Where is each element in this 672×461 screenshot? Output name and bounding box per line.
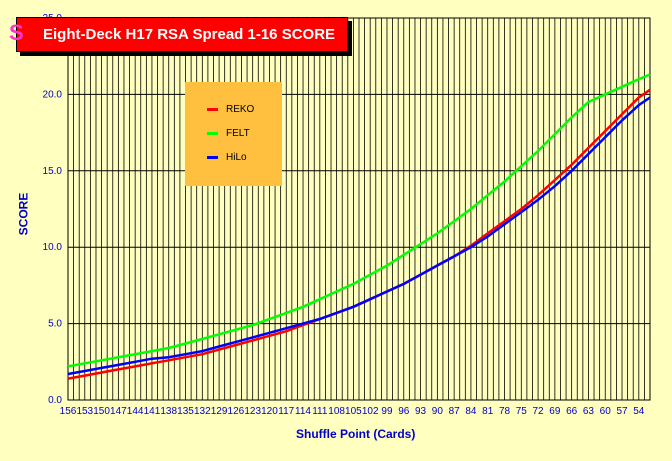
legend-item-reko: REKO xyxy=(207,104,254,115)
legend-item-felt: FELT xyxy=(207,128,250,139)
x-tick-label: 114 xyxy=(295,406,311,417)
x-tick-label: 141 xyxy=(144,406,161,417)
legend-label: REKO xyxy=(226,104,255,115)
x-tick-label: 147 xyxy=(110,406,127,417)
x-tick-label: 84 xyxy=(465,406,477,417)
y-tick-label: 10.0 xyxy=(43,242,63,253)
legend-swatch xyxy=(207,132,218,135)
legend-label: FELT xyxy=(226,128,250,139)
tick-labels: 0.05.010.015.020.025.0156153150147144141… xyxy=(43,13,645,417)
x-tick-label: 90 xyxy=(432,406,444,417)
legend-label: HiLo xyxy=(226,152,247,163)
x-tick-label: 69 xyxy=(549,406,561,417)
title-badge-icon: S xyxy=(9,20,24,45)
x-tick-label: 150 xyxy=(93,406,110,417)
x-tick-label: 117 xyxy=(278,406,294,417)
x-tick-label: 138 xyxy=(160,406,177,417)
y-tick-label: 20.0 xyxy=(43,89,63,100)
legend-item-hilo: HiLo xyxy=(207,152,247,163)
x-tick-label: 120 xyxy=(261,406,278,417)
legend-swatch xyxy=(207,156,218,159)
series-lines xyxy=(67,73,651,380)
y-tick-label: 15.0 xyxy=(43,166,63,177)
x-axis-title: Shuffle Point (Cards) xyxy=(296,427,416,441)
x-tick-label: 135 xyxy=(177,406,194,417)
x-tick-label: 108 xyxy=(328,406,345,417)
x-tick-label: 105 xyxy=(345,406,362,417)
chart-title: S Eight-Deck H17 RSA Spread 1-16 SCORE xyxy=(9,17,349,52)
x-tick-label: 156 xyxy=(60,406,77,417)
x-tick-label: 96 xyxy=(398,406,410,417)
x-tick-label: 60 xyxy=(600,406,612,417)
x-tick-label: 153 xyxy=(76,406,93,417)
legend: REKO FELT HiLo xyxy=(185,82,282,186)
x-tick-label: 66 xyxy=(566,406,578,417)
x-tick-label: 144 xyxy=(127,406,144,417)
chart-title-text: Eight-Deck H17 RSA Spread 1-16 SCORE xyxy=(43,26,336,43)
x-tick-label: 63 xyxy=(583,406,595,417)
x-tick-label: 54 xyxy=(633,406,645,417)
y-axis-title: SCORE xyxy=(16,192,31,236)
x-tick-label: 123 xyxy=(244,406,261,417)
series-line-hilo xyxy=(67,96,651,376)
y-tick-label: 5.0 xyxy=(48,319,62,330)
x-tick-label: 87 xyxy=(449,406,461,417)
x-tick-label: 72 xyxy=(533,406,545,417)
series-line-felt xyxy=(67,73,651,368)
plot-border xyxy=(67,17,651,401)
y-tick-label: 0.0 xyxy=(48,395,62,406)
x-tick-label: 129 xyxy=(211,406,228,417)
x-tick-label: 126 xyxy=(228,406,245,417)
x-tick-label: 75 xyxy=(516,406,528,417)
x-tick-label: 57 xyxy=(616,406,628,417)
x-tick-label: 132 xyxy=(194,406,211,417)
x-tick-label: 99 xyxy=(381,406,393,417)
plot-area xyxy=(67,17,651,401)
legend-swatch xyxy=(207,108,218,111)
x-tick-label: 102 xyxy=(362,406,379,417)
x-tick-label: 111 xyxy=(312,406,328,417)
x-tick-label: 93 xyxy=(415,406,427,417)
x-tick-label: 78 xyxy=(499,406,511,417)
x-tick-label: 81 xyxy=(482,406,494,417)
grid xyxy=(67,17,651,401)
